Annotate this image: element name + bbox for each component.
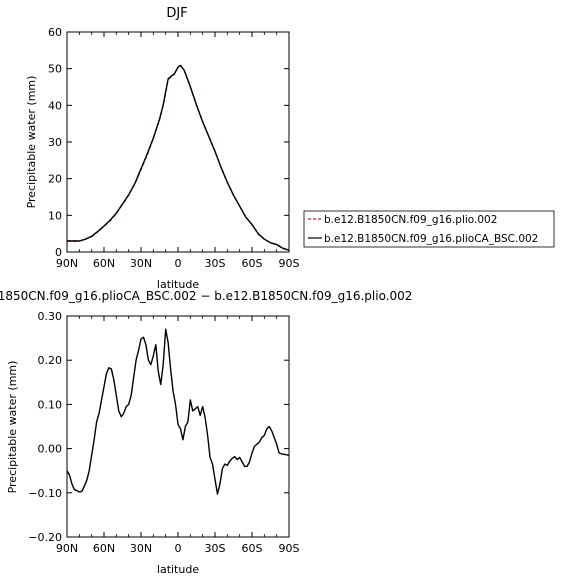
bottom-x-axis-label: latitude (157, 563, 199, 576)
bottom-panel: b.e12.B1850CN.f09_g16.plioCA_BSC.002 − b… (0, 289, 412, 576)
legend-box (303, 210, 555, 248)
top-x-tick-label: 30N (130, 257, 152, 270)
top-y-axis-label: Precipitable water (mm) (25, 76, 38, 209)
bottom-y-tick-label: −0.20 (28, 531, 62, 544)
top-y-tick-label: 0 (55, 246, 62, 259)
top-y-tick-label: 50 (48, 63, 62, 76)
bottom-x-tick-label: 0 (175, 542, 182, 555)
top-y-tick-label: 10 (48, 209, 62, 222)
top-panel: DJF 90N 60N 30N 0 30S 60S 90S 0 10 20 30 40 50 60 lat… (25, 6, 300, 291)
top-x-tick-label: 90S (279, 257, 300, 270)
bottom-chart-title: b.e12.B1850CN.f09_g16.plioCA_BSC.002 − b… (0, 289, 412, 303)
legend-entry-plioca: b.e12.B1850CN.f09_g16.plioCA_BSC.002 (324, 233, 538, 245)
bottom-y-tick-label: −0.10 (28, 487, 62, 500)
bottom-x-tick-label: 90S (279, 542, 300, 555)
bottom-y-tick-label: 0.00 (38, 443, 63, 456)
bottom-x-tick-label: 90N (56, 542, 78, 555)
top-x-axis-label: latitude (157, 278, 199, 291)
top-y-tick-label: 30 (48, 136, 62, 149)
top-chart-title: DJF (166, 6, 187, 21)
bottom-y-axis-label: Precipitable water (mm) (6, 361, 19, 494)
top-x-tick-label: 0 (175, 257, 182, 270)
bottom-x-tick-label: 60S (242, 542, 263, 555)
top-y-tick-label: 40 (48, 99, 62, 112)
top-plot-area: 90N 60N 30N 0 30S 60S 90S 0 10 20 30 40 50 60 (48, 26, 300, 270)
top-y-tick-label: 20 (48, 173, 62, 186)
bottom-x-tick-label: 30N (130, 542, 152, 555)
legend: b.e12.B1850CN.f09_g16.plio.002 b.e12.B18… (303, 210, 555, 248)
top-x-tick-label: 30S (205, 257, 226, 270)
top-y-tick-label: 60 (48, 26, 62, 39)
top-x-tick-label: 90N (56, 257, 78, 270)
top-series-line-0 (67, 65, 290, 251)
bottom-y-tick-label: 0.10 (38, 398, 63, 411)
bottom-y-tick-label: 0.20 (38, 354, 63, 367)
top-series-line-1 (67, 64, 290, 251)
top-x-tick-label: 60S (242, 257, 263, 270)
bottom-x-tick-label: 30S (205, 542, 226, 555)
bottom-plot-area: 90N 60N 30N 0 30S 60S 90S −0.20 −0.10 0.00 0.10 0.2… (28, 310, 299, 555)
bottom-x-tick-label: 60N (93, 542, 115, 555)
bottom-series-line-0 (66, 328, 290, 495)
bottom-y-tick-label: 0.30 (38, 310, 63, 323)
top-plot-frame (66, 31, 290, 253)
bottom-plot-frame (66, 315, 290, 538)
top-x-tick-label: 60N (93, 257, 115, 270)
legend-entry-plio: b.e12.B1850CN.f09_g16.plio.002 (324, 214, 497, 226)
